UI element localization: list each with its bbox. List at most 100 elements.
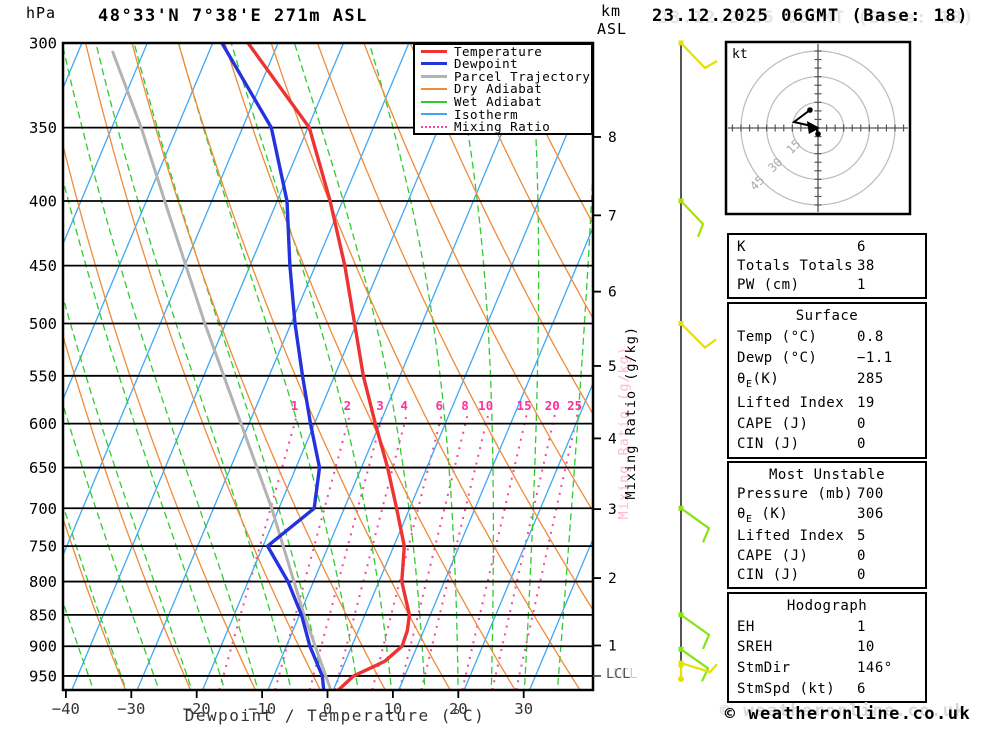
- legend-swatch-temperature: [421, 49, 447, 53]
- hodograph-trace: [791, 109, 819, 135]
- dry-adiabat-line: [131, 43, 386, 690]
- pressure-tick-label: 850: [29, 606, 57, 624]
- legend-item-label: Parcel Trajectory: [454, 68, 591, 84]
- pressure-grid: 300 350 400 450 500 550 600 650 700 750 800 850 900 9…: [29, 35, 593, 685]
- table-row-label: K: [737, 238, 746, 255]
- table-row-value: 6: [857, 680, 866, 697]
- mixing-ratio-value-label: 25: [567, 398, 582, 413]
- mixing-ratio-value-label: 2: [344, 398, 352, 413]
- mixing-ratio-value-label: 15: [517, 398, 532, 413]
- dry-adiabat-line: [316, 43, 593, 612]
- isotherm-line: [0, 43, 17, 690]
- wet-adiabat-line: [63, 44, 259, 690]
- table-row: StmDir 146°: [737, 660, 925, 676]
- pressure-tick-label: 750: [29, 538, 57, 556]
- table-row-label: Lifted Index: [737, 528, 845, 545]
- pressure-tick-label: 950: [29, 667, 57, 685]
- table-row-label: StmSpd (kt): [737, 680, 836, 697]
- table-title: Hodograph: [786, 598, 868, 615]
- temp-tick-label: 10: [384, 700, 403, 718]
- legend-swatch-wet-adiabat: [421, 100, 447, 103]
- copyright-text: © weatheronline.co.uk: [724, 704, 972, 724]
- legend-item: Mixing Ratio: [415, 119, 591, 135]
- pressure-tick-label: 800: [29, 573, 57, 591]
- dry-adiabat-line: [363, 43, 593, 513]
- mixing-ratio-value-label: 8: [461, 398, 469, 413]
- table-row-value: 1: [857, 618, 866, 635]
- wind-barb-node: [678, 662, 684, 668]
- mixing-ratio-line: [461, 412, 529, 690]
- table-row-label: Dewp (°C): [737, 350, 818, 367]
- dry-adiabats: [63, 43, 593, 690]
- table-row-value: 5: [857, 528, 866, 545]
- km-tick-label: 7: [608, 208, 617, 224]
- legend-item-label: Dewpoint: [454, 56, 519, 72]
- table-row: CIN (J) 0: [737, 567, 925, 583]
- table-row-value: 10: [857, 639, 875, 656]
- table-row-value: 38: [857, 257, 875, 274]
- hodograph-trace-start-dot: [807, 107, 813, 113]
- table-row-label: CAPE (J): [737, 547, 809, 564]
- legend-item: Dry Adiabat: [415, 81, 591, 96]
- wet-adiabat-line: [368, 43, 459, 690]
- wind-barb: [680, 648, 710, 682]
- mixing-ratio-value-label: 10: [478, 398, 493, 413]
- table-row: Pressure (mb) 700: [737, 486, 925, 502]
- table-row-value: 0: [857, 547, 866, 564]
- dewpoint-curve-line: [220, 43, 326, 690]
- page-title: 48°33'N 7°38'E 271m ASL: [98, 6, 368, 26]
- wet-adiabat-line: [63, 600, 95, 690]
- wet-adiabat-line: [556, 154, 593, 690]
- dry-adiabat-line: [270, 43, 581, 690]
- temp-tick-label: −20: [183, 700, 211, 718]
- legend-swatch-dry-adiabat: [421, 87, 447, 90]
- dry-adiabat-line: [456, 43, 593, 320]
- wind-barb-node: [678, 198, 684, 204]
- table-row-label: Pressure (mb): [737, 486, 854, 503]
- legend: Temperature Dewpoint Parcel Trajectory Dry …: [413, 43, 593, 135]
- indices-table-most-unstable: Most Unstable Pressure (mb) 700 θE (K) 306 Li…: [727, 461, 927, 589]
- wind-barb-node: [678, 646, 684, 652]
- isotherm-line: [63, 43, 279, 557]
- dry-adiabat-line: [177, 43, 451, 690]
- table-row: PW (cm) 1: [737, 277, 925, 293]
- dry-adiabat-line: [502, 43, 593, 226]
- km-axis-unit: km: [601, 2, 622, 20]
- table-row-label: CIN (J): [737, 567, 800, 584]
- legend-item-label: Wet Adiabat: [454, 94, 543, 110]
- legend-item: Temperature: [415, 44, 591, 59]
- dry-adiabat-line: [409, 43, 593, 416]
- table-row-label: θE (K): [737, 505, 789, 525]
- table-row-value: 6: [857, 238, 866, 255]
- wind-barb: [680, 42, 718, 70]
- table-row: Lifted Index 5: [737, 528, 925, 544]
- legend-swatch-mixing-ratio: [421, 125, 447, 128]
- wind-barbs: [678, 40, 718, 682]
- wind-barb-node: [678, 612, 684, 618]
- dry-adiabat-line: [63, 333, 192, 690]
- temp-tick-label: −40: [52, 700, 80, 718]
- hodograph-trace-end-dot: [815, 131, 821, 137]
- lcl-label-text: LCL: [606, 666, 631, 682]
- temp-tick-label: 20: [449, 700, 468, 718]
- mixing-ratio-value-label: 3: [376, 398, 384, 413]
- table-row: StmSpd (kt) 6: [737, 681, 925, 697]
- legend-item: Isotherm: [415, 106, 591, 122]
- wind-barb: [680, 662, 718, 674]
- pressure-tick-label: 500: [29, 315, 57, 333]
- table-row-value: 306: [857, 505, 884, 522]
- pressure-tick-label: 350: [29, 119, 57, 137]
- parcel-curve-line: [111, 50, 332, 690]
- temperature-curve: [246, 43, 412, 690]
- pressure-tick-label: 550: [29, 367, 57, 385]
- table-row-label: Lifted Index: [737, 394, 845, 411]
- legend-item-label: Mixing Ratio: [454, 119, 551, 135]
- pressure-unit-label: hPa: [26, 4, 57, 22]
- table-row-label: PW (cm): [737, 277, 800, 294]
- legend-item-label: Isotherm: [454, 106, 519, 122]
- pressure-tick-label: 300: [29, 35, 57, 53]
- copyright-ghost: © weatheronline.co.uk: [719, 701, 967, 721]
- wind-barb: [680, 614, 711, 650]
- dry-adiabat-line: [84, 43, 321, 690]
- table-row: CIN (J) 0: [737, 436, 925, 452]
